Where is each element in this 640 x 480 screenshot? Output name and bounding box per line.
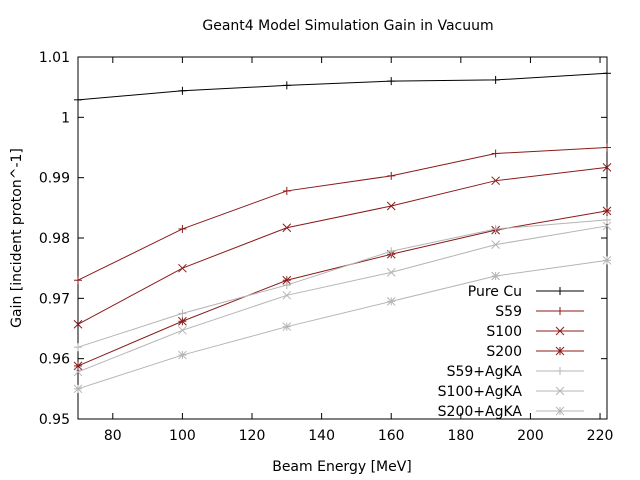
series-line — [77, 72, 608, 101]
data-point — [603, 215, 611, 224]
legend-label: S200 — [486, 344, 522, 360]
series-line — [77, 259, 608, 390]
legend-item: S59 — [495, 304, 584, 320]
data-point — [387, 77, 396, 86]
data-point — [387, 171, 396, 180]
legend-label: S59 — [495, 304, 522, 320]
legend-marker — [555, 386, 565, 396]
data-point — [386, 296, 396, 306]
data-point — [491, 75, 500, 84]
legend-marker — [555, 346, 565, 356]
data-point — [491, 240, 500, 249]
series-3 — [73, 163, 612, 329]
series-7 — [73, 255, 612, 394]
data-point — [282, 322, 292, 332]
y-tick-label: 0.95 — [39, 412, 70, 428]
legend-label: S200+AgKA — [438, 404, 523, 420]
legend-marker — [556, 367, 564, 375]
x-tick-label: 200 — [517, 428, 544, 444]
plot-area-frame — [77, 56, 608, 420]
x-axis-label: Beam Energy [MeV] — [272, 459, 412, 475]
legend-item: S100 — [486, 324, 584, 340]
data-point — [178, 263, 187, 273]
data-point — [386, 268, 396, 277]
legend-item: S200+AgKA — [438, 404, 584, 420]
legend-label: S59+AgKA — [447, 364, 523, 380]
data-point — [178, 86, 187, 95]
series-4 — [73, 206, 612, 371]
y-axis-label: Gain [incident proton^-1] — [9, 148, 25, 328]
y-tick-label: 0.99 — [39, 171, 70, 187]
legend: Pure Cu S59 S100 S200 S59+AgKA S100+AgKA S200+… — [438, 284, 584, 420]
data-point — [74, 95, 82, 104]
legend-label: S100+AgKA — [438, 384, 523, 400]
data-point — [178, 224, 187, 233]
data-point — [386, 201, 396, 211]
y-tick-label: 0.97 — [39, 291, 70, 307]
data-point — [387, 247, 396, 256]
data-point — [282, 290, 292, 300]
data-point — [178, 316, 187, 326]
data-point — [74, 343, 82, 352]
data-point — [602, 255, 612, 265]
data-point — [602, 206, 612, 216]
legend-label: Pure Cu — [468, 284, 522, 300]
x-axis: 80 100 120 140 160 180 200 220 — [104, 57, 614, 444]
data-point — [178, 309, 187, 318]
y-axis: 0.95 0.96 0.97 0.98 0.99 1 1.01 — [39, 50, 607, 428]
legend-marker — [555, 406, 565, 416]
legend-item: S100+AgKA — [438, 384, 584, 400]
series-line — [77, 147, 608, 281]
data-point — [74, 276, 82, 285]
series-5 — [74, 215, 611, 352]
data-point — [178, 325, 187, 335]
y-tick-label: 1 — [61, 110, 70, 126]
y-tick-label: 0.96 — [39, 352, 70, 368]
legend-marker — [556, 287, 564, 295]
series-line — [77, 219, 608, 348]
data-point — [491, 224, 500, 233]
series-layer — [73, 69, 612, 394]
data-point — [73, 384, 83, 394]
x-tick-label: 220 — [587, 428, 614, 444]
data-point — [282, 186, 291, 195]
data-point — [73, 367, 83, 377]
data-point — [603, 143, 611, 152]
data-point — [602, 163, 612, 172]
data-point — [73, 319, 83, 329]
series-2 — [74, 143, 611, 285]
series-line — [77, 166, 608, 325]
legend-item: S59+AgKA — [447, 364, 584, 380]
chart-title: Geant4 Model Simulation Gain in Vacuum — [202, 18, 493, 34]
plot-border — [77, 56, 608, 420]
series-1 — [74, 69, 611, 104]
series-6 — [73, 221, 612, 377]
data-point — [491, 149, 500, 158]
x-tick-label: 140 — [308, 428, 335, 444]
data-point — [282, 223, 292, 233]
x-tick-label: 100 — [169, 428, 196, 444]
y-tick-label: 0.98 — [39, 231, 70, 247]
data-point — [491, 176, 500, 186]
x-tick-label: 180 — [447, 428, 474, 444]
data-point — [603, 69, 611, 78]
x-tick-label: 120 — [239, 428, 266, 444]
legend-marker — [555, 326, 565, 336]
data-point — [282, 81, 291, 90]
x-tick-label: 160 — [378, 428, 405, 444]
x-tick-label: 80 — [104, 428, 122, 444]
data-point — [282, 281, 291, 290]
y-tick-label: 1.01 — [39, 50, 70, 66]
data-point — [491, 271, 500, 281]
legend-item: Pure Cu — [468, 284, 584, 300]
legend-marker — [556, 307, 564, 315]
legend-label: S100 — [486, 324, 522, 340]
series-line — [77, 210, 608, 367]
data-point — [602, 221, 612, 231]
legend-item: S200 — [486, 344, 584, 360]
series-line — [77, 225, 608, 373]
data-point — [178, 350, 187, 360]
